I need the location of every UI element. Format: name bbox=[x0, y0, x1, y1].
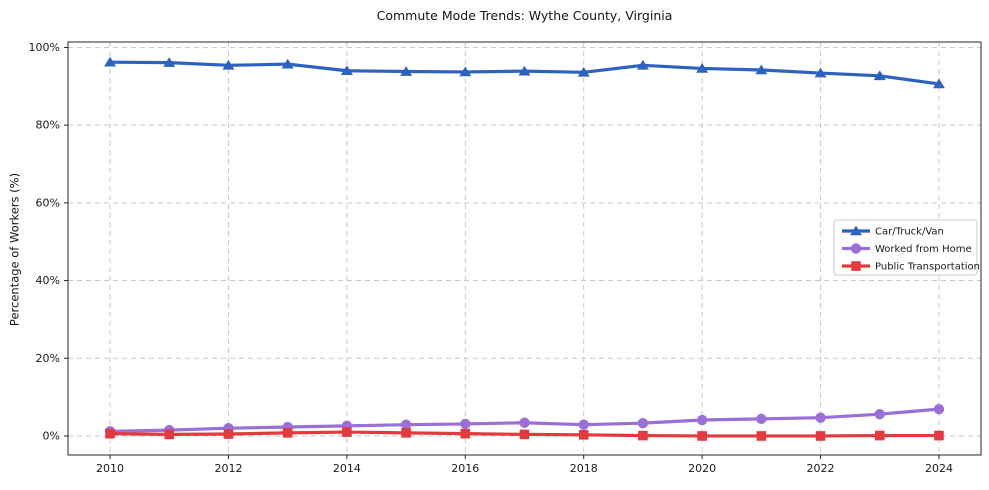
marker-triangle-icon bbox=[636, 59, 649, 70]
x-tick-label: 2014 bbox=[333, 462, 361, 475]
x-tick-label: 2022 bbox=[807, 462, 835, 475]
marker-circle-icon bbox=[519, 417, 530, 428]
marker-square-icon bbox=[223, 429, 234, 439]
marker-triangle-icon bbox=[873, 70, 886, 81]
plot-border bbox=[67, 41, 982, 456]
marker-triangle-icon bbox=[281, 58, 294, 69]
marker-triangle-icon bbox=[222, 59, 235, 70]
marker-triangle-icon bbox=[104, 56, 117, 67]
x-tick-label: 2020 bbox=[688, 462, 716, 475]
marker-triangle-icon bbox=[755, 64, 768, 75]
legend bbox=[833, 219, 978, 276]
marker-square-icon bbox=[519, 429, 530, 440]
x-tick-label: 2010 bbox=[96, 462, 124, 475]
x-tick-label: 2018 bbox=[570, 462, 598, 475]
marker-triangle-icon bbox=[340, 65, 353, 76]
chart-title: Commute Mode Trends: Wythe County, Virgi… bbox=[376, 8, 673, 23]
marker-circle-icon bbox=[696, 414, 708, 426]
marker-triangle-icon bbox=[850, 225, 862, 236]
y-tick-label: 20% bbox=[36, 352, 60, 365]
marker-circle-icon bbox=[460, 418, 471, 430]
marker-circle-icon bbox=[400, 419, 412, 430]
marker-square-icon bbox=[578, 429, 589, 440]
marker-triangle-icon bbox=[696, 63, 709, 73]
marker-square-icon bbox=[815, 431, 826, 441]
marker-square-icon bbox=[851, 261, 861, 271]
marker-square-icon bbox=[756, 431, 767, 441]
x-tick-label: 2024 bbox=[925, 462, 953, 475]
x-tick-label: 2016 bbox=[451, 462, 479, 475]
y-tick-label: 100% bbox=[29, 41, 60, 54]
marker-triangle-icon bbox=[400, 66, 413, 76]
marker-circle-icon bbox=[756, 413, 767, 425]
marker-square-icon bbox=[105, 428, 115, 439]
marker-square-icon bbox=[874, 430, 885, 441]
marker-square-icon bbox=[164, 429, 175, 440]
marker-triangle-icon bbox=[518, 65, 531, 76]
marker-square-icon bbox=[934, 430, 944, 441]
marker-square-icon bbox=[342, 427, 352, 437]
marker-triangle-icon bbox=[459, 66, 472, 77]
marker-square-icon bbox=[460, 428, 471, 439]
marker-square-icon bbox=[282, 428, 293, 438]
legend-label-worked-from-home: Worked from Home bbox=[875, 244, 972, 255]
legend-label-car-truck-van: Car/Truck/Van bbox=[875, 227, 944, 238]
marker-circle-icon bbox=[874, 409, 885, 420]
y-tick-label: 40% bbox=[36, 274, 60, 287]
y-tick-label: 0% bbox=[43, 429, 60, 442]
marker-circle-icon bbox=[637, 417, 649, 429]
marker-triangle-icon bbox=[932, 78, 945, 89]
marker-circle-icon bbox=[850, 243, 862, 254]
marker-triangle-icon bbox=[814, 67, 827, 78]
x-tick-label: 2012 bbox=[214, 462, 242, 475]
marker-triangle-icon bbox=[577, 66, 590, 77]
y-tick-label: 80% bbox=[36, 119, 60, 132]
marker-circle-icon bbox=[815, 412, 826, 423]
marker-circle-icon bbox=[933, 403, 945, 415]
y-tick-label: 60% bbox=[36, 196, 60, 209]
marker-square-icon bbox=[697, 431, 707, 441]
marker-square-icon bbox=[638, 430, 648, 441]
marker-triangle-icon bbox=[163, 57, 176, 67]
legend-label-public-transportation: Public Transportation bbox=[875, 262, 980, 273]
marker-circle-icon bbox=[578, 419, 589, 430]
marker-square-icon bbox=[401, 428, 411, 438]
